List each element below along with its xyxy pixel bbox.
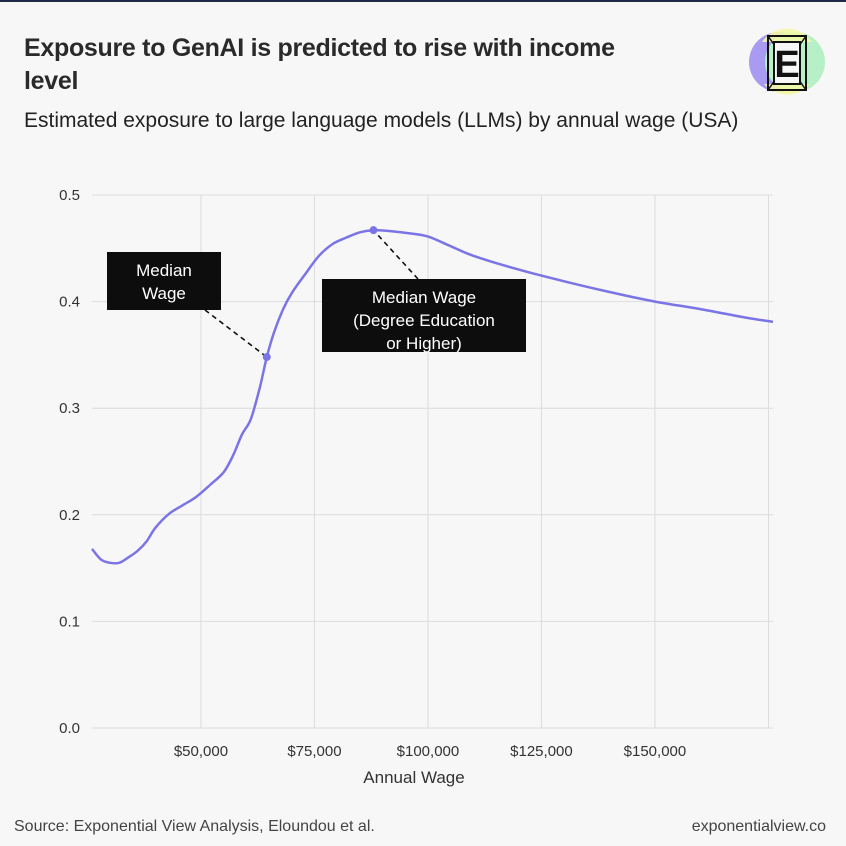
top-rule — [0, 0, 846, 2]
logo-box — [767, 35, 807, 91]
annotation-box — [322, 279, 526, 352]
y-tick-label: 0.0 — [59, 720, 80, 737]
x-tick-label: $125,000 — [510, 743, 573, 760]
x-tick-label: $50,000 — [174, 743, 228, 760]
annotation-point — [262, 353, 271, 362]
annotation-layer: Median Wage Median Wage (Degree Education or… — [107, 226, 526, 362]
annotation-label: or Higher) — [386, 334, 462, 353]
y-tick-label: 0.5 — [59, 187, 80, 204]
axis-layer: 0.0 0.1 0.2 0.3 0.4 0.5 $50,000 $75,000 $100,000… — [59, 187, 686, 787]
x-tick-label: $100,000 — [397, 743, 460, 760]
logo-letter-bg — [773, 41, 801, 85]
line-layer — [91, 228, 774, 565]
annotation-point — [369, 226, 378, 235]
site-url[interactable]: exponentialview.co — [691, 818, 826, 835]
annotation-label: (Degree Education — [353, 311, 495, 330]
y-tick-label: 0.3 — [59, 400, 80, 417]
annotation-box — [107, 252, 221, 310]
y-tick-label: 0.2 — [59, 507, 80, 524]
y-tick-label: 0.1 — [59, 613, 80, 630]
chart-title: Exposure to GenAI is predicted to rise w… — [24, 34, 615, 95]
x-tick-label: $75,000 — [287, 743, 341, 760]
exposure-series-line — [91, 228, 774, 565]
exponential-view-logo: E — [749, 28, 825, 95]
annotation-label: Wage — [142, 284, 186, 303]
y-tick-label: 0.4 — [59, 294, 80, 311]
x-tick-label: $150,000 — [624, 743, 687, 760]
annotation-leader — [204, 309, 268, 358]
annotation-leader — [372, 229, 419, 280]
source-note: Source: Exponential View Analysis, Eloun… — [14, 818, 375, 835]
annotation-label: Median — [136, 261, 192, 280]
logo-letter: E — [774, 44, 799, 86]
chart-subtitle: Estimated exposure to large language mod… — [24, 109, 739, 132]
x-axis-label: Annual Wage — [363, 768, 464, 787]
annotation-label: Median Wage — [372, 288, 476, 307]
